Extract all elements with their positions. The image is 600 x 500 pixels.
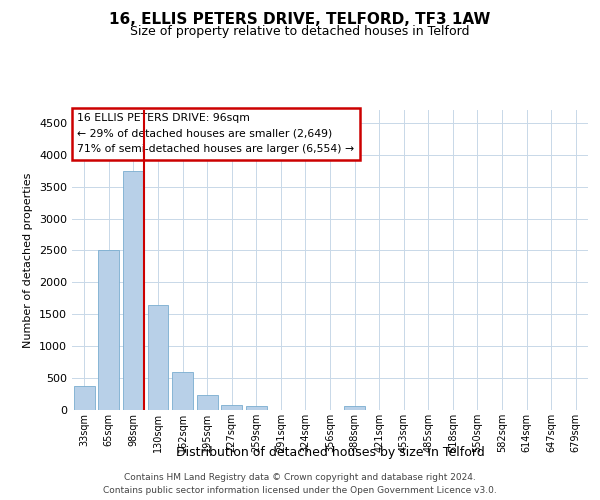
Text: 16, ELLIS PETERS DRIVE, TELFORD, TF3 1AW: 16, ELLIS PETERS DRIVE, TELFORD, TF3 1AW [109,12,491,28]
Text: 16 ELLIS PETERS DRIVE: 96sqm
← 29% of detached houses are smaller (2,649)
71% of: 16 ELLIS PETERS DRIVE: 96sqm ← 29% of de… [77,113,354,154]
Bar [98,250,119,410]
Y-axis label: Number of detached properties: Number of detached properties [23,172,34,348]
Text: Distribution of detached houses by size in Telford: Distribution of detached houses by size … [176,446,484,459]
Text: Contains HM Land Registry data © Crown copyright and database right 2024.
Contai: Contains HM Land Registry data © Crown c… [103,473,497,495]
Bar [221,405,242,410]
Bar [123,170,144,410]
Bar [148,306,169,410]
Bar [197,394,218,410]
Bar [74,386,95,410]
Bar [172,372,193,410]
Bar [246,406,267,410]
Text: Size of property relative to detached houses in Telford: Size of property relative to detached ho… [130,25,470,38]
Bar [344,406,365,410]
